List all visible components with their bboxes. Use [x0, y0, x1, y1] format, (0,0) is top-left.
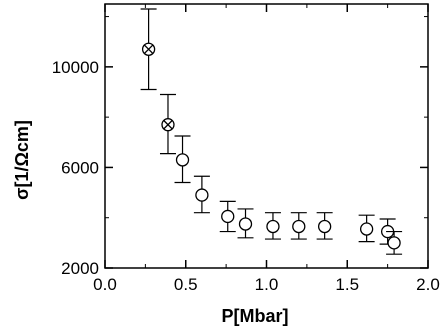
- data-point-cross: [143, 44, 154, 54]
- data-point: [292, 219, 306, 234]
- x-tick-label: 0.5: [174, 275, 198, 294]
- y-tick-label: 6000: [61, 158, 99, 177]
- axes: 0.0 0.5 1.0 1.5 2.0 2000 6000 10000: [52, 3, 440, 294]
- x-tick-label: 1.0: [255, 275, 279, 294]
- data-point: [195, 188, 209, 202]
- data-marks: [140, 8, 403, 255]
- x-tick-label: 0.0: [93, 275, 117, 294]
- data-point: [266, 219, 280, 234]
- data-point: [238, 217, 253, 231]
- data-point: [387, 236, 401, 250]
- plot-frame: [104, 3, 429, 269]
- x-tick-label: 2.0: [416, 275, 440, 294]
- x-tick-label: 1.5: [335, 275, 359, 294]
- y-tick-label: 10000: [52, 58, 99, 77]
- y-tick-label: 2000: [61, 259, 99, 278]
- data-point: [317, 219, 332, 234]
- data-point: [221, 209, 235, 224]
- data-point: [359, 222, 374, 236]
- data-point-cross: [163, 120, 173, 130]
- data-point: [175, 153, 190, 167]
- y-axis-label: σ[1/Ωcm]: [12, 120, 32, 200]
- x-axis-label: P[Mbar]: [222, 306, 289, 326]
